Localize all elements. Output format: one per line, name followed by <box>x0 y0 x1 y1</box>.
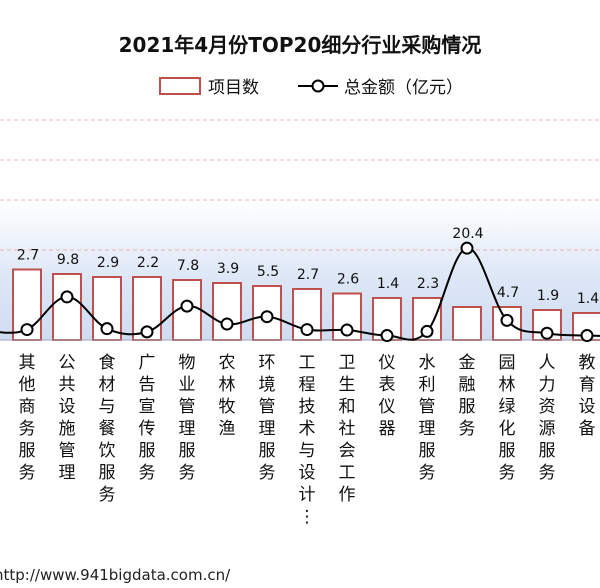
data-label: 3.9 <box>217 261 239 277</box>
chart-title: 2021年4月份TOP20细分行业采购情况 <box>119 33 482 57</box>
value-labels: 2.7 9.8 2.9 2.2 7.8 3.9 5.5 2.7 2.6 1.4 2.3 20.4 4.7… <box>17 226 599 307</box>
legend-line-marker <box>311 79 325 93</box>
category-label: 农林牧渔 <box>219 353 236 439</box>
data-label: 1.4 <box>577 291 599 307</box>
bar <box>452 306 482 341</box>
bar <box>92 276 122 341</box>
category-label: 卫生和社会工作 <box>339 353 356 505</box>
bar <box>212 282 242 341</box>
line-point <box>260 310 274 324</box>
category-label: 物业管理服务 <box>179 353 196 483</box>
line-point <box>540 326 554 340</box>
data-label: 4.7 <box>497 285 519 301</box>
line-point <box>500 313 514 327</box>
legend-bar-label: 项目数 <box>208 78 259 98</box>
category-label: 环境管理服务 <box>259 353 276 483</box>
bar <box>252 285 282 341</box>
line-point <box>100 322 114 336</box>
category-label: 水利管理服务 <box>419 353 436 483</box>
line-point <box>140 325 154 339</box>
line-point <box>460 241 474 255</box>
gridlines <box>0 119 600 251</box>
line-point <box>60 290 74 304</box>
category-label: 工程技术与设计⋮ <box>299 353 316 527</box>
bar <box>52 273 82 341</box>
data-label: 20.4 <box>452 226 483 242</box>
category-label: 其他商务服务 <box>19 353 36 483</box>
category-label: 园林绿化服务 <box>499 353 516 483</box>
line-point <box>220 317 234 331</box>
category-labels: 其他商务服务 公共设施管理 食材与餐饮服务 广告宣传服务 物业管理服务 农林牧渔 环境管理服… <box>19 353 596 527</box>
line-point <box>300 323 314 337</box>
data-label: 1.9 <box>537 288 559 304</box>
category-label: 金融服务 <box>459 353 476 439</box>
data-label: 5.5 <box>257 264 279 280</box>
data-label: 2.7 <box>297 267 319 283</box>
line-point <box>580 329 594 343</box>
legend-line-label: 总金额（亿元） <box>344 78 463 98</box>
legend-bar-swatch <box>159 77 201 95</box>
category-label: 教育设备 <box>579 353 596 439</box>
line-point <box>380 329 394 343</box>
data-label: 9.8 <box>57 252 79 268</box>
data-label: 2.9 <box>97 255 119 271</box>
line-markers <box>20 241 594 343</box>
category-label: 广告宣传服务 <box>139 353 156 483</box>
line-point <box>340 323 354 337</box>
data-label: 1.4 <box>377 276 399 292</box>
category-label: 公共设施管理 <box>59 353 76 483</box>
data-label: 2.7 <box>17 248 39 264</box>
series-line-total-amount <box>0 247 600 341</box>
data-label: 2.3 <box>417 276 439 292</box>
line-point <box>420 324 434 338</box>
data-label: 2.6 <box>337 272 359 288</box>
category-label: 仪表仪器 <box>379 353 396 439</box>
data-label: 7.8 <box>177 258 199 274</box>
line-point <box>180 299 194 313</box>
source-url: http://www.941bigdata.com.cn/ <box>0 566 231 584</box>
category-label: 食材与餐饮服务 <box>99 353 116 505</box>
data-label: 2.2 <box>137 255 159 271</box>
legend: 项目数 总金额（亿元） <box>159 77 463 98</box>
category-label: 人力资源服务 <box>539 353 556 483</box>
line-point <box>20 323 34 337</box>
